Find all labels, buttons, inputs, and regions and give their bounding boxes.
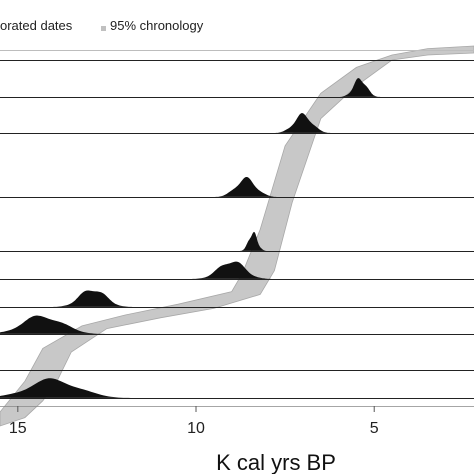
legend-label-chronology: 95% chronology xyxy=(110,18,204,33)
calibrated-date-6 xyxy=(52,290,133,307)
x-tick-label-5: 5 xyxy=(370,420,379,437)
legend-label-dates: orated dates xyxy=(0,18,73,33)
chronology-band xyxy=(0,45,474,427)
calibrated-date-8 xyxy=(0,378,134,398)
legend-marker-chronology xyxy=(101,26,106,31)
calibrated-date-3 xyxy=(214,177,278,197)
calibrated-date-7 xyxy=(0,315,106,334)
calibrated-date-1 xyxy=(339,78,381,97)
calibrated-date-2 xyxy=(274,113,332,133)
calibrated-date-4 xyxy=(239,231,267,251)
x-tick-label-15: 15 xyxy=(9,420,27,437)
x-axis-label: K cal yrs BP xyxy=(216,450,336,474)
x-tick-label-10: 10 xyxy=(187,420,205,437)
legend: orated dates 95% chronology xyxy=(0,18,474,38)
calibrated-date-5 xyxy=(191,261,272,279)
